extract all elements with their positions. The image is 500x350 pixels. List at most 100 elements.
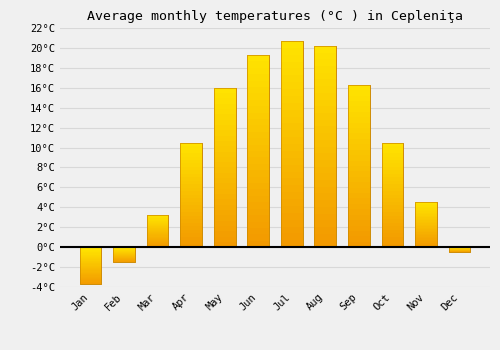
- Bar: [80, 247, 102, 284]
- Bar: [382, 216, 404, 219]
- Bar: [80, 267, 102, 268]
- Bar: [382, 156, 404, 160]
- Bar: [348, 101, 370, 106]
- Bar: [314, 113, 336, 120]
- Bar: [348, 85, 370, 90]
- Bar: [180, 188, 202, 191]
- Bar: [80, 258, 102, 259]
- Bar: [348, 133, 370, 139]
- Bar: [382, 188, 404, 191]
- Bar: [348, 139, 370, 144]
- Bar: [146, 222, 169, 223]
- Bar: [248, 183, 269, 189]
- Bar: [314, 240, 336, 247]
- Bar: [180, 219, 202, 223]
- Bar: [214, 120, 236, 125]
- Bar: [180, 240, 202, 244]
- Bar: [382, 149, 404, 153]
- Bar: [80, 273, 102, 274]
- Bar: [113, 257, 135, 258]
- Bar: [180, 244, 202, 247]
- Bar: [281, 178, 302, 185]
- Bar: [314, 167, 336, 173]
- Bar: [348, 166, 370, 172]
- Bar: [348, 117, 370, 122]
- Bar: [214, 242, 236, 247]
- Bar: [248, 202, 269, 209]
- Bar: [382, 226, 404, 230]
- Bar: [80, 254, 102, 256]
- Bar: [348, 150, 370, 155]
- Bar: [281, 172, 302, 178]
- Bar: [281, 158, 302, 164]
- Bar: [80, 261, 102, 262]
- Bar: [314, 147, 336, 153]
- Bar: [314, 86, 336, 93]
- Bar: [146, 239, 169, 240]
- Bar: [314, 100, 336, 106]
- Bar: [180, 167, 202, 170]
- Bar: [382, 212, 404, 216]
- Bar: [248, 125, 269, 132]
- Bar: [146, 232, 169, 233]
- Bar: [146, 223, 169, 224]
- Bar: [146, 245, 169, 246]
- Bar: [348, 172, 370, 177]
- Bar: [113, 249, 135, 250]
- Bar: [180, 191, 202, 195]
- Bar: [248, 196, 269, 202]
- Bar: [80, 281, 102, 283]
- Bar: [214, 88, 236, 93]
- Bar: [314, 60, 336, 66]
- Bar: [113, 247, 135, 248]
- Bar: [281, 41, 302, 247]
- Bar: [348, 182, 370, 188]
- Bar: [382, 219, 404, 223]
- Bar: [180, 146, 202, 149]
- Bar: [80, 272, 102, 273]
- Bar: [281, 199, 302, 206]
- Bar: [348, 209, 370, 215]
- Bar: [382, 146, 404, 149]
- Bar: [382, 230, 404, 233]
- Bar: [80, 276, 102, 278]
- Bar: [415, 223, 437, 225]
- Bar: [214, 215, 236, 220]
- Bar: [314, 140, 336, 147]
- Bar: [415, 241, 437, 243]
- Bar: [214, 93, 236, 98]
- Bar: [80, 280, 102, 281]
- Bar: [415, 228, 437, 229]
- Bar: [348, 96, 370, 101]
- Bar: [314, 187, 336, 194]
- Bar: [415, 202, 437, 247]
- Bar: [80, 263, 102, 264]
- Bar: [281, 144, 302, 151]
- Bar: [415, 234, 437, 235]
- Bar: [248, 93, 269, 100]
- Bar: [382, 181, 404, 184]
- Bar: [146, 233, 169, 235]
- Bar: [382, 244, 404, 247]
- Bar: [113, 248, 135, 249]
- Bar: [281, 103, 302, 110]
- Bar: [348, 231, 370, 236]
- Bar: [180, 205, 202, 209]
- Bar: [382, 195, 404, 198]
- Bar: [180, 142, 202, 247]
- Bar: [214, 194, 236, 199]
- Bar: [415, 237, 437, 238]
- Bar: [281, 220, 302, 226]
- Bar: [113, 250, 135, 251]
- Bar: [146, 215, 169, 247]
- Bar: [248, 55, 269, 247]
- Bar: [348, 90, 370, 96]
- Bar: [80, 250, 102, 251]
- Bar: [146, 234, 169, 236]
- Bar: [180, 142, 202, 247]
- Bar: [214, 167, 236, 173]
- Bar: [415, 225, 437, 226]
- Bar: [281, 62, 302, 69]
- Bar: [80, 256, 102, 257]
- Bar: [348, 128, 370, 133]
